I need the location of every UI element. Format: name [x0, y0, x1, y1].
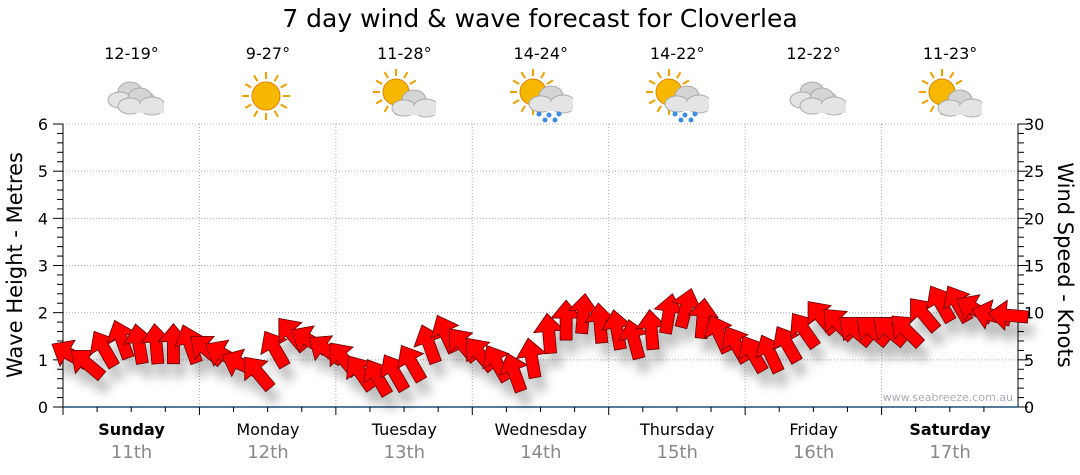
watermark: www.seabreeze.com.au	[883, 391, 1013, 404]
day-date: 15th	[656, 442, 698, 463]
right-tick-label: 10	[1024, 304, 1044, 323]
chart-title: 7 day wind & wave forecast for Cloverlea	[282, 4, 798, 33]
sunny-icon	[199, 68, 336, 130]
day-name: Friday	[789, 420, 838, 439]
sun-showers-icon	[472, 68, 609, 130]
right-tick-label: 30	[1024, 115, 1044, 134]
sun-showers-icon	[609, 68, 746, 130]
day-date: 17th	[929, 442, 971, 463]
cloudy-icon	[63, 68, 200, 130]
day-date: 11th	[110, 442, 153, 463]
wind-arrow	[244, 356, 276, 393]
day-date: 16th	[792, 442, 835, 463]
day-temperature: 14-22°	[649, 44, 705, 63]
day-name: Thursday	[640, 420, 715, 439]
wind-arrow	[260, 330, 291, 370]
day-name: Sunday	[98, 420, 165, 439]
right-tick-label: 15	[1024, 257, 1044, 276]
left-tick-label: 5	[38, 162, 48, 181]
day-date: 13th	[383, 442, 426, 463]
day-name: Tuesday	[371, 420, 437, 439]
right-tick-label: 20	[1024, 209, 1044, 228]
left-axis-label: Wave Height - Metres	[3, 152, 27, 378]
day-date: 12th	[247, 442, 289, 463]
left-tick-label: 1	[38, 351, 48, 370]
cloudy-icon	[745, 68, 882, 130]
left-tick-label: 3	[38, 257, 48, 276]
day-date: 14th	[520, 442, 562, 463]
day-temperature: 9-27°	[245, 44, 291, 63]
partly-cloudy-icon	[336, 68, 473, 130]
right-axis-label: Wind Speed - Knots	[1053, 162, 1077, 367]
left-tick-label: 2	[38, 304, 48, 323]
wind-arrow-shadow	[845, 331, 880, 362]
wind-arrow	[396, 344, 428, 384]
day-name: Wednesday	[494, 420, 588, 439]
day-temperature: 12-22°	[786, 44, 841, 63]
left-tick-label: 6	[38, 115, 48, 134]
wind-arrow	[687, 297, 719, 340]
day-name: Monday	[236, 420, 300, 439]
wind-arrow-shadow	[77, 364, 112, 395]
wind-arrow	[498, 352, 529, 394]
right-tick-label: 25	[1024, 162, 1044, 181]
right-tick-label: 5	[1024, 351, 1034, 370]
day-temperature: 11-23°	[922, 44, 978, 63]
day-temperature: 12-19°	[104, 44, 159, 63]
partly-cloudy-icon	[882, 68, 1019, 130]
wind-arrow	[772, 326, 803, 365]
day-temperature: 14-24°	[513, 44, 569, 63]
day-name: Saturday	[909, 420, 991, 439]
left-tick-label: 0	[38, 398, 48, 417]
day-temperature: 11-28°	[377, 44, 432, 63]
wind-arrow	[987, 299, 1029, 331]
right-tick-label: 0	[1024, 398, 1034, 417]
left-tick-label: 4	[38, 209, 48, 228]
